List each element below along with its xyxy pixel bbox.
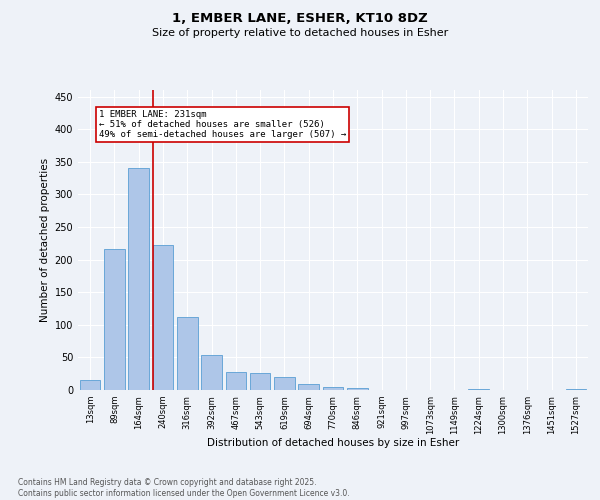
Y-axis label: Number of detached properties: Number of detached properties — [40, 158, 50, 322]
Bar — [250, 373, 271, 390]
Bar — [226, 372, 246, 390]
Bar — [177, 317, 197, 390]
Bar — [80, 380, 100, 390]
X-axis label: Distribution of detached houses by size in Esher: Distribution of detached houses by size … — [207, 438, 459, 448]
Bar — [347, 388, 368, 390]
Bar — [104, 249, 125, 390]
Bar — [128, 168, 149, 390]
Bar — [298, 384, 319, 390]
Text: Size of property relative to detached houses in Esher: Size of property relative to detached ho… — [152, 28, 448, 38]
Bar — [201, 355, 222, 390]
Bar — [323, 386, 343, 390]
Text: Contains HM Land Registry data © Crown copyright and database right 2025.
Contai: Contains HM Land Registry data © Crown c… — [18, 478, 350, 498]
Text: 1 EMBER LANE: 231sqm
← 51% of detached houses are smaller (526)
49% of semi-deta: 1 EMBER LANE: 231sqm ← 51% of detached h… — [98, 110, 346, 140]
Bar — [566, 388, 586, 390]
Text: 1, EMBER LANE, ESHER, KT10 8DZ: 1, EMBER LANE, ESHER, KT10 8DZ — [172, 12, 428, 26]
Bar — [274, 377, 295, 390]
Bar — [152, 244, 173, 390]
